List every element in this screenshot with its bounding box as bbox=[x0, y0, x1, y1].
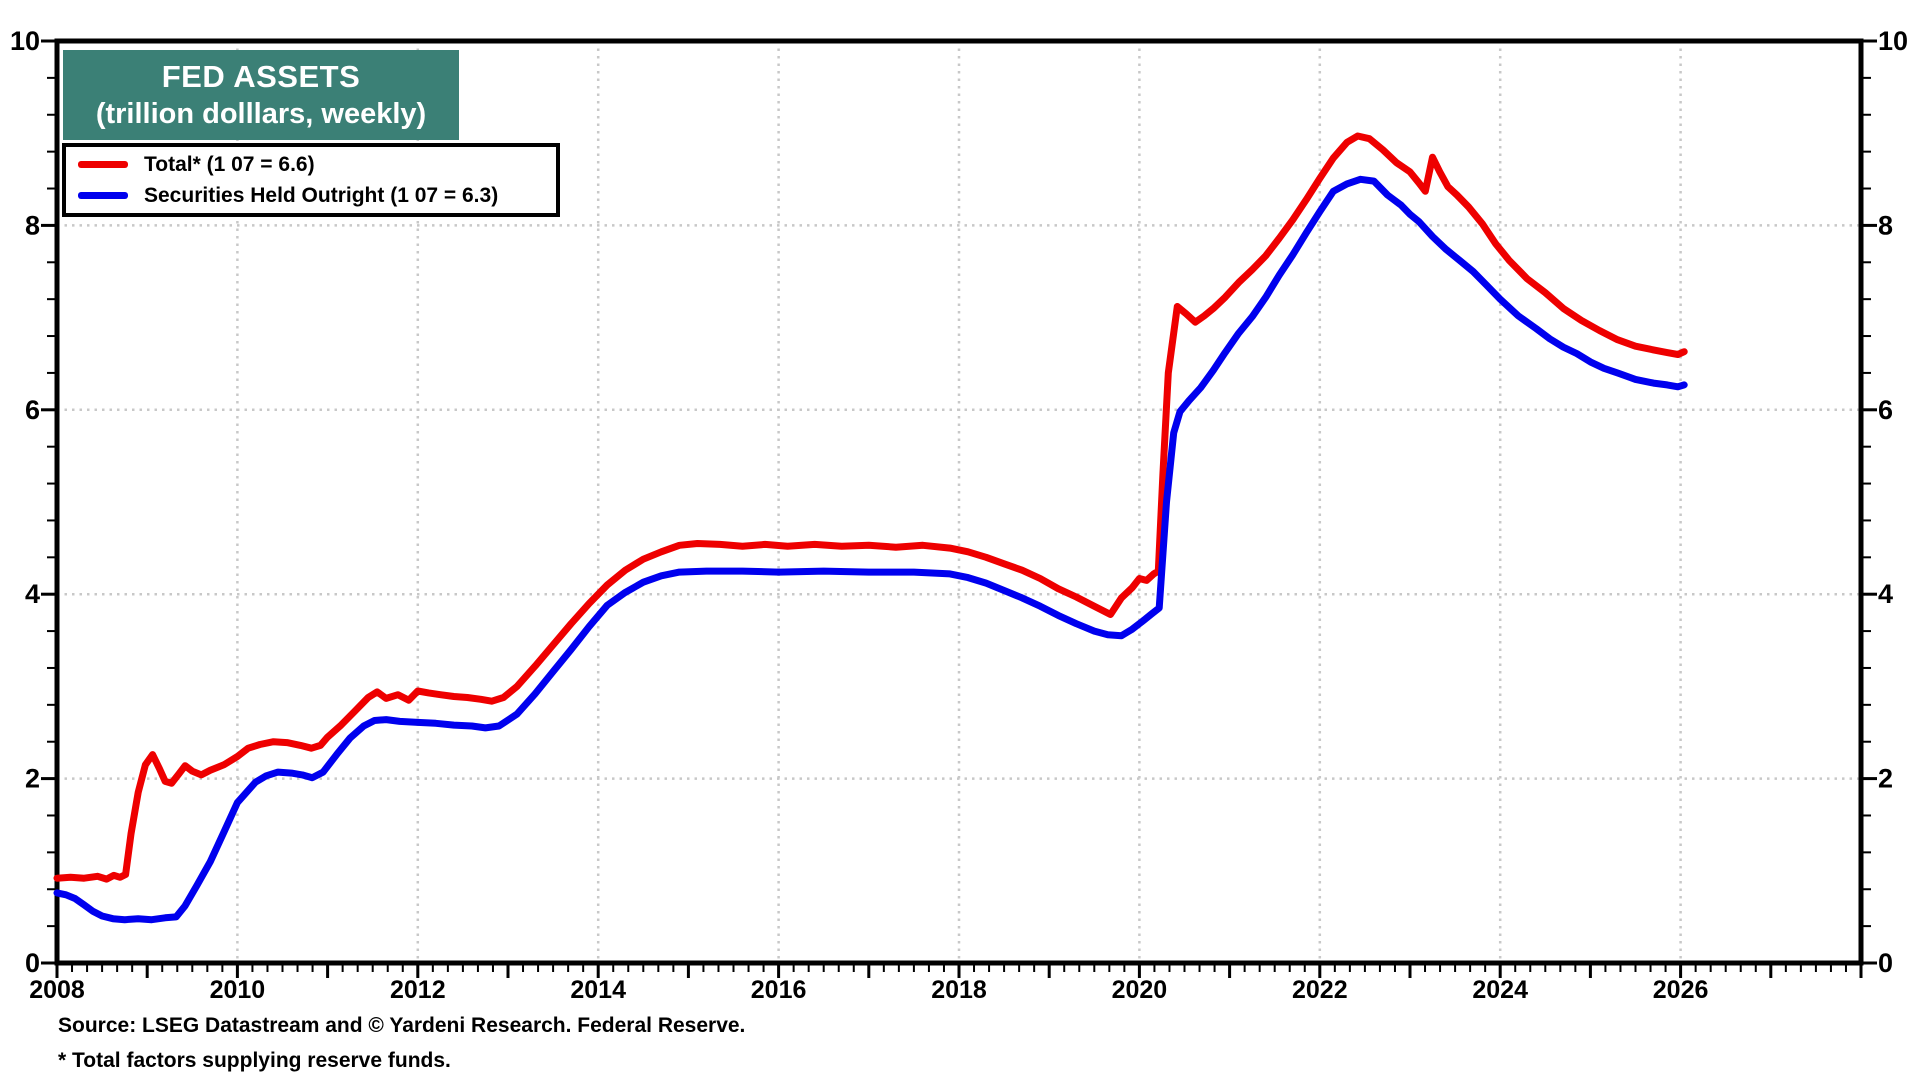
series-line-total bbox=[53, 132, 1688, 883]
plot-frame bbox=[54, 38, 1864, 966]
x-axis-label-2018: 2018 bbox=[931, 976, 987, 1004]
y-axis-label-right-4: 4 bbox=[1878, 579, 1893, 609]
legend-swatch-securities bbox=[78, 192, 128, 199]
legend-item-securities: Securities Held Outright (1 07 = 6.3) bbox=[78, 182, 556, 210]
x-axis-label-2014: 2014 bbox=[570, 976, 626, 1004]
y-axis-label-right-8: 8 bbox=[1878, 210, 1893, 240]
x-axis-label-2012: 2012 bbox=[390, 976, 446, 1004]
y-axis-label-right-6: 6 bbox=[1878, 395, 1893, 425]
source-text: Source: LSEG Datastream and © Yardeni Re… bbox=[58, 1014, 746, 1037]
legend-label-total: Total* (1 07 = 6.6) bbox=[144, 152, 315, 176]
legend-label-securities: Securities Held Outright (1 07 = 6.3) bbox=[144, 183, 499, 207]
chart-subtitle: (trillion dolllars, weekly) bbox=[95, 98, 427, 131]
y-axis-label-left-6: 6 bbox=[25, 395, 40, 425]
series-line-securities-held-outright bbox=[53, 175, 1688, 924]
x-axis-label-2016: 2016 bbox=[751, 976, 807, 1004]
y-axis-label-left-4: 4 bbox=[25, 579, 40, 609]
x-axis-label-2024: 2024 bbox=[1472, 976, 1528, 1004]
y-axis-label-left-2: 2 bbox=[25, 764, 40, 794]
chart-title-box: FED ASSETS (trillion dolllars, weekly) bbox=[63, 50, 459, 140]
y-axis-label-left-8: 8 bbox=[25, 210, 40, 240]
x-axis-label-2020: 2020 bbox=[1112, 976, 1168, 1004]
footnote-text: * Total factors supplying reserve funds. bbox=[58, 1049, 451, 1072]
y-axis-label-right-10: 10 bbox=[1878, 26, 1908, 56]
legend: Total* (1 07 = 6.6) Securities Held Outr… bbox=[62, 143, 560, 217]
x-axis-label-2008: 2008 bbox=[29, 976, 85, 1004]
legend-swatch-total bbox=[78, 161, 128, 168]
x-axis-label-2022: 2022 bbox=[1292, 976, 1348, 1004]
legend-item-total: Total* (1 07 = 6.6) bbox=[78, 151, 556, 179]
y-axis-label-left-0: 0 bbox=[25, 948, 40, 978]
y-axis-label-left-10: 10 bbox=[10, 26, 40, 56]
x-axis-label-2026: 2026 bbox=[1653, 976, 1709, 1004]
y-axis-label-right-2: 2 bbox=[1878, 764, 1893, 794]
y-axis-label-right-0: 0 bbox=[1878, 948, 1893, 978]
chart-title: FED ASSETS bbox=[161, 58, 361, 94]
x-axis-label-2010: 2010 bbox=[210, 976, 266, 1004]
